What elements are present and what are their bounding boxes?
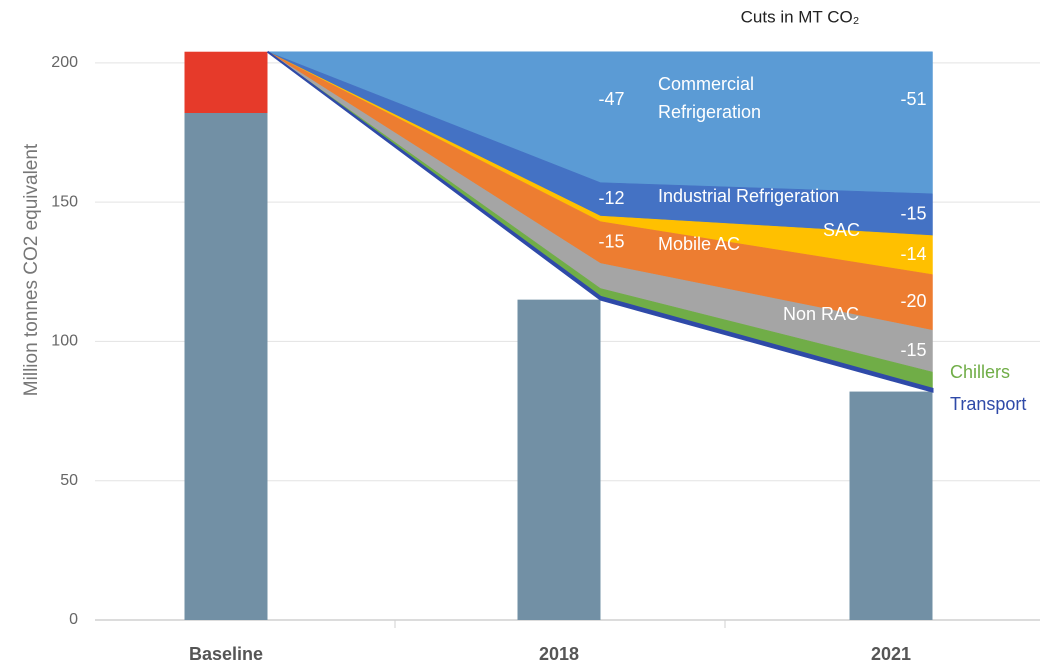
value-label: -12 xyxy=(599,188,625,208)
chart-title: Cuts in MT CO₂ xyxy=(741,7,860,26)
value-label: -14 xyxy=(900,244,926,264)
bar xyxy=(184,113,268,620)
value-label: -15 xyxy=(900,340,926,360)
value-label: -15 xyxy=(900,203,926,223)
y-tick-label: 200 xyxy=(51,54,78,71)
y-tick-label: 100 xyxy=(51,333,78,350)
series-label: Commercial Refrigeration xyxy=(658,74,762,122)
value-label: -47 xyxy=(599,89,625,109)
value-label: -15 xyxy=(599,231,625,251)
bar xyxy=(517,299,601,620)
x-tick-label: 2021 xyxy=(871,644,911,664)
series-label: Transport xyxy=(950,394,1027,414)
x-tick-label: Baseline xyxy=(189,644,263,664)
y-tick-label: 150 xyxy=(51,193,78,210)
bar xyxy=(849,391,933,620)
y-axis-label: Million tonnes CO2 equivalent xyxy=(21,143,42,396)
area xyxy=(266,50,934,393)
series-label: SAC xyxy=(823,220,861,240)
value-label: -51 xyxy=(900,89,926,109)
series-label: Industrial Refrigeration xyxy=(658,186,840,206)
series-label: Mobile AC xyxy=(658,234,741,254)
x-tick-label: 2018 xyxy=(539,644,579,664)
bar-excess xyxy=(184,51,268,113)
y-tick-label: 50 xyxy=(60,472,78,489)
series-label: Non RAC xyxy=(783,304,860,324)
series-label: Chillers xyxy=(950,362,1011,382)
y-tick-label: 0 xyxy=(69,611,78,628)
value-label: -20 xyxy=(900,291,926,311)
